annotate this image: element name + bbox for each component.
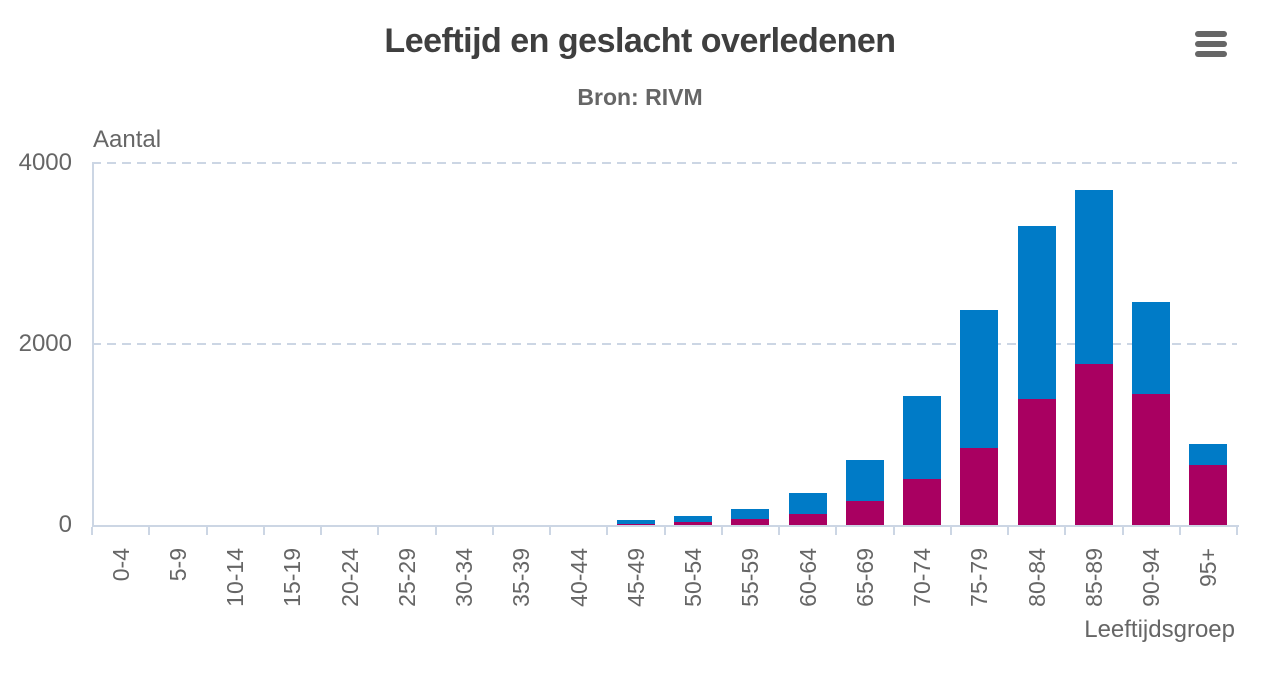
x-tick-label: 70-74: [909, 548, 936, 607]
gridline-2000: [92, 343, 1237, 345]
bar-segment-magenta-bottom-70-74[interactable]: [903, 479, 942, 525]
x-axis-tick: [835, 527, 838, 535]
y-axis-line: [92, 163, 94, 525]
y-tick-label: 4000: [18, 149, 72, 176]
bar-segment-blue-top-65-69[interactable]: [845, 459, 884, 502]
x-axis-tick: [205, 527, 208, 535]
x-tick-label: 60-64: [794, 548, 821, 607]
x-tick-label: 85-89: [1080, 548, 1107, 607]
bar-segment-blue-top-45-49[interactable]: [616, 520, 655, 525]
bar-segment-blue-top-90-94[interactable]: [1132, 302, 1171, 395]
x-tick-label: 30-34: [451, 548, 478, 607]
hamburger-menu-icon: [1195, 41, 1227, 47]
x-axis-line: [92, 525, 1239, 527]
bar-segment-magenta-bottom-80-84[interactable]: [1017, 398, 1056, 525]
x-tick-label: 55-59: [737, 548, 764, 607]
x-tick-label: 20-24: [336, 548, 363, 607]
x-tick-label: 95+: [1195, 548, 1222, 588]
y-axis-title: Aantal: [93, 126, 162, 153]
bar-segment-magenta-bottom-65-69[interactable]: [845, 501, 884, 525]
x-axis-tick: [549, 527, 551, 535]
chart-export-menu-button[interactable]: [1191, 24, 1231, 62]
bar-segment-blue-top-95+[interactable]: [1189, 444, 1228, 465]
x-tick-label: 75-79: [966, 548, 993, 607]
x-axis-tick: [606, 527, 609, 535]
hamburger-menu-icon: [1195, 51, 1227, 57]
x-tick-label: 80-84: [1023, 548, 1050, 607]
x-axis-tick: [1121, 527, 1124, 535]
bar-segment-magenta-bottom-85-89[interactable]: [1074, 364, 1113, 525]
gridline-4000: [92, 162, 1237, 164]
x-axis-tick: [1236, 527, 1238, 535]
x-tick-label: 0-4: [107, 548, 134, 582]
bar-segment-magenta-bottom-95+[interactable]: [1189, 464, 1228, 525]
x-axis-tick: [892, 527, 895, 535]
bar-segment-blue-top-55-59[interactable]: [731, 508, 770, 520]
bar-segment-blue-top-50-54[interactable]: [674, 515, 713, 522]
chart-title: Leeftijd en geslacht overledenen: [384, 22, 896, 60]
x-axis-tick: [320, 527, 322, 535]
chart-subtitle: Bron: RIVM: [577, 84, 703, 110]
x-axis-tick: [1178, 527, 1181, 535]
bar-segment-blue-top-85-89[interactable]: [1074, 190, 1113, 365]
x-tick-label: 65-69: [851, 548, 878, 607]
x-axis-tick: [663, 527, 666, 535]
x-axis-tick: [91, 527, 93, 535]
bar-segment-magenta-bottom-55-59[interactable]: [731, 519, 770, 525]
x-tick-label: 50-54: [680, 548, 707, 607]
x-axis-tick: [720, 527, 723, 535]
hamburger-menu-icon: [1195, 31, 1227, 37]
bar-segment-magenta-bottom-90-94[interactable]: [1132, 394, 1171, 525]
x-tick-label: 45-49: [622, 548, 649, 607]
x-axis-title: Leeftijdsgroep: [1084, 616, 1235, 643]
x-axis-tick: [148, 527, 151, 535]
bar-segment-blue-top-70-74[interactable]: [903, 395, 942, 480]
x-axis-tick: [1007, 527, 1009, 535]
x-tick-label: 40-44: [565, 548, 592, 607]
bar-segment-magenta-bottom-50-54[interactable]: [674, 521, 713, 525]
x-tick-label: 10-14: [222, 548, 249, 607]
x-axis-tick: [262, 527, 265, 535]
bar-segment-magenta-bottom-45-49[interactable]: [616, 524, 655, 525]
bar-segment-blue-top-80-84[interactable]: [1017, 226, 1056, 399]
y-tick-label: 2000: [18, 330, 72, 357]
x-axis-tick: [1064, 527, 1067, 535]
x-tick-label: 35-39: [508, 548, 535, 607]
bar-segment-blue-top-75-79[interactable]: [960, 309, 999, 449]
bar-segment-blue-top-60-64[interactable]: [788, 493, 827, 515]
x-tick-label: 15-19: [279, 548, 306, 607]
x-axis-tick: [491, 527, 494, 535]
x-axis-tick: [778, 527, 780, 535]
bar-segment-magenta-bottom-75-79[interactable]: [960, 448, 999, 525]
x-axis-tick: [949, 527, 952, 535]
x-tick-label: 90-94: [1138, 548, 1165, 607]
x-axis-tick: [434, 527, 437, 535]
x-tick-label: 5-9: [164, 548, 191, 582]
x-axis-tick: [377, 527, 380, 535]
bar-segment-magenta-bottom-60-64[interactable]: [788, 514, 827, 525]
y-tick-label: 0: [58, 511, 72, 538]
x-tick-label: 25-29: [393, 548, 420, 607]
